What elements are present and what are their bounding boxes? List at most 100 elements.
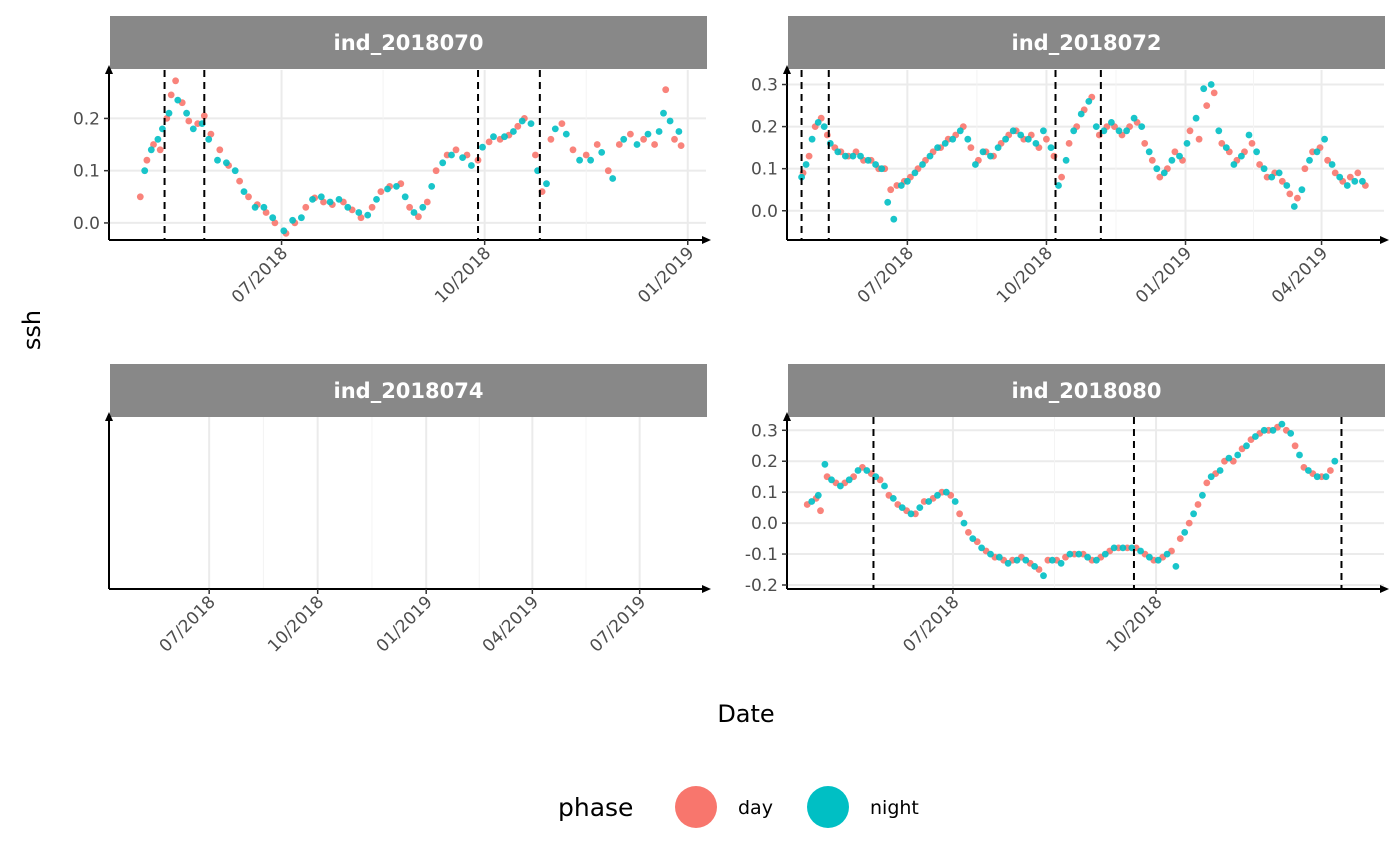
facet-strip [788, 364, 1385, 417]
data-point-night [1048, 556, 1056, 564]
data-point-night [280, 227, 288, 235]
data-point-night [1055, 182, 1062, 189]
data-point-night [1278, 420, 1286, 428]
data-point-day [887, 186, 895, 194]
data-point-night [490, 133, 497, 141]
data-point-night [942, 488, 950, 496]
data-point-night [1153, 165, 1161, 173]
data-point-night [994, 144, 1002, 152]
data-point-night [995, 553, 1003, 561]
data-point-day [1210, 89, 1218, 97]
x-axis-arrow [1380, 585, 1389, 593]
data-point-night [298, 214, 305, 222]
data-point-day [1194, 501, 1202, 508]
data-point-night [857, 152, 864, 160]
data-point-night [1207, 81, 1215, 88]
data-point-day [423, 198, 431, 206]
data-point-day [1286, 190, 1294, 198]
data-point-night [972, 161, 979, 168]
data-point-night [141, 167, 149, 175]
data-point-night [919, 161, 926, 168]
data-point-night [1146, 553, 1153, 561]
data-point-night [979, 148, 987, 156]
x-tick-label: 10/2018 [264, 592, 328, 656]
data-point-night [854, 467, 862, 474]
data-point-night [344, 203, 352, 211]
series-night [798, 81, 1366, 223]
data-point-day [302, 203, 310, 211]
data-point-night [1115, 127, 1123, 135]
data-point-night [1066, 550, 1074, 558]
data-point-night [1253, 148, 1260, 156]
data-point-night [1160, 169, 1168, 177]
data-point-night [849, 152, 857, 160]
data-point-night [820, 123, 828, 130]
data-point-day [582, 151, 590, 159]
data-point-day [965, 529, 972, 536]
x-axis-arrow [702, 585, 711, 593]
data-point-day [817, 507, 824, 515]
data-point-night [1207, 473, 1215, 481]
data-point-day [200, 112, 208, 120]
data-point-night [941, 140, 949, 147]
data-point-day [320, 198, 327, 206]
x-tick-label: 10/2018 [431, 243, 495, 307]
data-point-night [326, 198, 334, 206]
data-point-day [485, 138, 493, 146]
data-point-day [1354, 169, 1362, 177]
data-point-night [814, 119, 822, 126]
data-point-night [364, 211, 372, 219]
data-point-night [1172, 563, 1180, 570]
data-point-night [798, 173, 805, 181]
data-point-night [964, 135, 972, 143]
data-point-day [1043, 135, 1050, 143]
data-point-night [1137, 547, 1144, 555]
data-point-night [1163, 550, 1171, 558]
data-point-night [863, 467, 871, 474]
data-point-night [419, 203, 427, 211]
data-point-day [1346, 173, 1354, 181]
data-point-night [1328, 161, 1336, 168]
data-point-night [393, 183, 400, 190]
data-point-night [147, 146, 155, 154]
data-point-day [1256, 161, 1263, 168]
y-axis-arrow [105, 65, 113, 74]
data-point-night [1168, 156, 1176, 164]
data-point-night [934, 144, 941, 152]
facet-panel: ind_2018070 0.0 0.1 0.2 07/2018 10/2018 01/201… [73, 16, 711, 307]
data-point-night [1077, 110, 1085, 118]
data-point-night [587, 156, 594, 164]
data-point-night [1047, 144, 1055, 152]
data-point-day [640, 135, 647, 143]
data-point-night [987, 550, 994, 558]
data-point-day [1203, 102, 1211, 109]
data-point-night [1245, 131, 1253, 139]
data-point-night [240, 188, 248, 196]
data-point-night [1040, 127, 1047, 135]
data-point-night [1351, 177, 1359, 185]
data-point-night [814, 491, 822, 499]
data-point-day [143, 156, 151, 164]
data-point-night [448, 151, 455, 159]
data-point-day [185, 117, 193, 125]
data-point-night [1123, 127, 1130, 135]
data-point-day [432, 167, 440, 175]
y-tick-label: 0.2 [751, 118, 778, 138]
data-point-night [1084, 553, 1091, 561]
data-point-day [1171, 148, 1179, 156]
data-point-night [916, 504, 924, 511]
data-point-night [872, 161, 879, 168]
x-tick-label: 07/2018 [854, 243, 918, 307]
data-point-night [479, 143, 486, 151]
data-point-night [949, 135, 957, 143]
data-point-night [898, 504, 906, 511]
data-point-night [1260, 165, 1268, 173]
data-point-night [1176, 152, 1183, 160]
data-point-night [1287, 430, 1295, 437]
data-point-night [527, 120, 535, 127]
x-tick-label: 07/2018 [899, 592, 963, 656]
data-point-night [269, 214, 277, 222]
data-point-night [223, 159, 230, 167]
data-point-day [593, 141, 601, 148]
data-point-night [459, 154, 466, 162]
